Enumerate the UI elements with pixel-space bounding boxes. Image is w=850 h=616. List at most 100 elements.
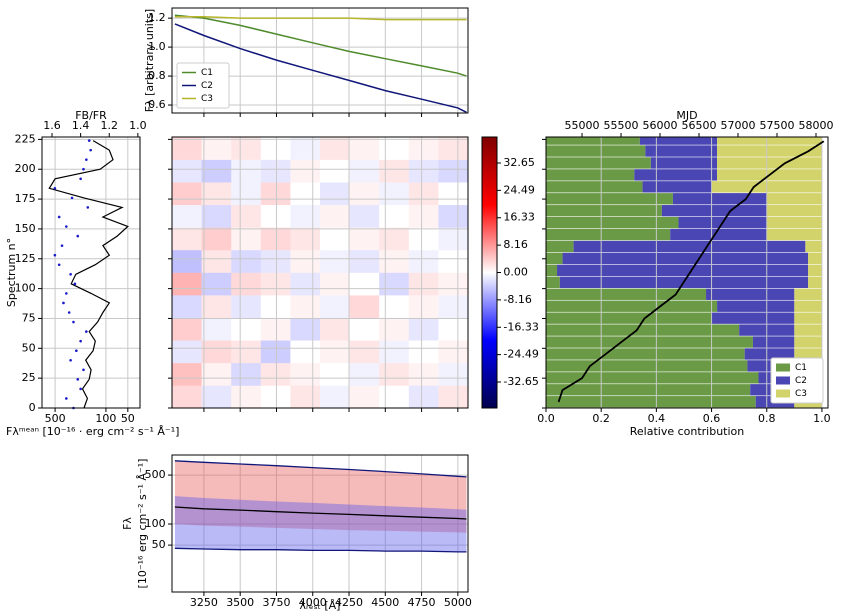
heat-cell: [320, 385, 350, 409]
heat-cell: [201, 362, 232, 386]
ratio-point: [62, 301, 65, 305]
heat-cell: [260, 362, 291, 386]
heat-cell: [201, 204, 232, 228]
bar-segment: [546, 181, 643, 193]
bar-segment: [794, 324, 822, 336]
heat-cell: [290, 385, 321, 409]
heat-cell: [201, 137, 232, 160]
bar-segment: [546, 360, 748, 372]
heat-cell: [231, 204, 262, 228]
heat-cell: [379, 182, 410, 206]
tick-label: 4250: [335, 596, 363, 609]
heat-cell: [201, 159, 232, 183]
bar-segment: [794, 300, 822, 312]
bar-segment: [546, 137, 640, 145]
tick-label: 150: [15, 222, 36, 235]
heat-cell: [201, 340, 232, 364]
heat-cell: [438, 249, 469, 273]
heat-cell: [438, 182, 469, 206]
tick-label: -8.16: [503, 293, 531, 306]
line-series: [174, 15, 467, 21]
legend-swatch: [776, 363, 790, 372]
ratio-point: [85, 330, 88, 333]
bar-segment: [766, 216, 822, 229]
tick-label: 3500: [226, 596, 254, 609]
ratio-point: [60, 244, 64, 247]
heat-cell: [320, 295, 350, 318]
heat-cell: [231, 295, 262, 318]
tick-label: 56500: [682, 119, 717, 132]
heat-cell: [172, 204, 202, 228]
heat-cell: [408, 182, 439, 206]
heat-cell: [172, 182, 202, 206]
bar-segment: [794, 336, 822, 348]
heat-cell: [290, 362, 321, 386]
heat-cell: [260, 159, 291, 183]
ratio-point: [69, 358, 72, 362]
heat-cell: [290, 137, 321, 160]
x-axis-label: Fλᵐᵉᵃⁿ [10⁻¹⁶ · erg cm⁻² s⁻¹ Å⁻¹]: [6, 425, 179, 438]
ratio-point: [86, 206, 90, 209]
heat-cell: [231, 137, 262, 160]
ratio-point: [85, 158, 88, 161]
tick-label: 24.49: [503, 183, 535, 196]
heat-cell: [231, 182, 262, 206]
heat-cell: [231, 249, 262, 273]
heat-cell: [260, 295, 291, 318]
tick-label: 5000: [444, 596, 472, 609]
heat-cell: [438, 317, 469, 341]
tick-label: 4750: [408, 596, 436, 609]
bar-segment: [546, 228, 671, 241]
heat-cell: [172, 317, 202, 341]
heat-cell: [260, 272, 291, 296]
bar-segment: [546, 300, 718, 312]
heat-cell: [290, 249, 321, 273]
heat-cell: [172, 385, 202, 409]
heat-cell: [349, 227, 380, 251]
tick-label: 125: [15, 252, 36, 265]
heat-cell: [379, 317, 410, 341]
tick-label: 225: [15, 132, 36, 145]
heat-cell: [231, 317, 262, 341]
heat-cell: [172, 272, 202, 296]
axes-frame: [171, 136, 469, 409]
heat-cell: [379, 137, 410, 160]
tick-label: 0: [29, 401, 36, 414]
heat-cell: [172, 159, 202, 183]
heat-cell: [320, 272, 350, 296]
bar-segment: [711, 312, 795, 324]
tick-label: 175: [15, 192, 36, 205]
heat-cell: [320, 317, 350, 341]
tick-label: -16.33: [503, 320, 538, 333]
tick-label: 57500: [759, 119, 794, 132]
legend-label: C2: [795, 376, 807, 386]
tick-label: 32.65: [503, 156, 535, 169]
bar-segment: [808, 264, 822, 277]
heat-cell: [172, 249, 202, 273]
heat-cell: [408, 249, 439, 273]
bar-segment: [546, 169, 635, 181]
tick-label: 4000: [299, 596, 327, 609]
tick-label: 58000: [798, 119, 833, 132]
heat-cell: [231, 385, 262, 409]
heat-cell: [201, 182, 232, 206]
heat-cell: [290, 295, 321, 318]
ratio-point: [57, 215, 61, 219]
tick-label: 50: [152, 538, 166, 551]
bar-segment: [744, 348, 795, 360]
bar-segment: [661, 205, 767, 217]
ratio-point: [89, 148, 92, 152]
bar-segment: [766, 205, 822, 217]
tick-label: 75: [22, 311, 36, 324]
tick-label: -32.65: [503, 375, 538, 388]
ratio-point: [79, 339, 82, 343]
heat-cell: [201, 385, 232, 409]
legend-box: [176, 62, 230, 109]
ratio-point: [79, 387, 82, 391]
legend-label: C3: [795, 389, 807, 399]
heat-cell: [349, 159, 380, 183]
flux-profile: [48, 140, 129, 409]
bar-segment: [766, 228, 822, 241]
line-series: [174, 23, 467, 113]
tick-label: 57000: [721, 119, 756, 132]
